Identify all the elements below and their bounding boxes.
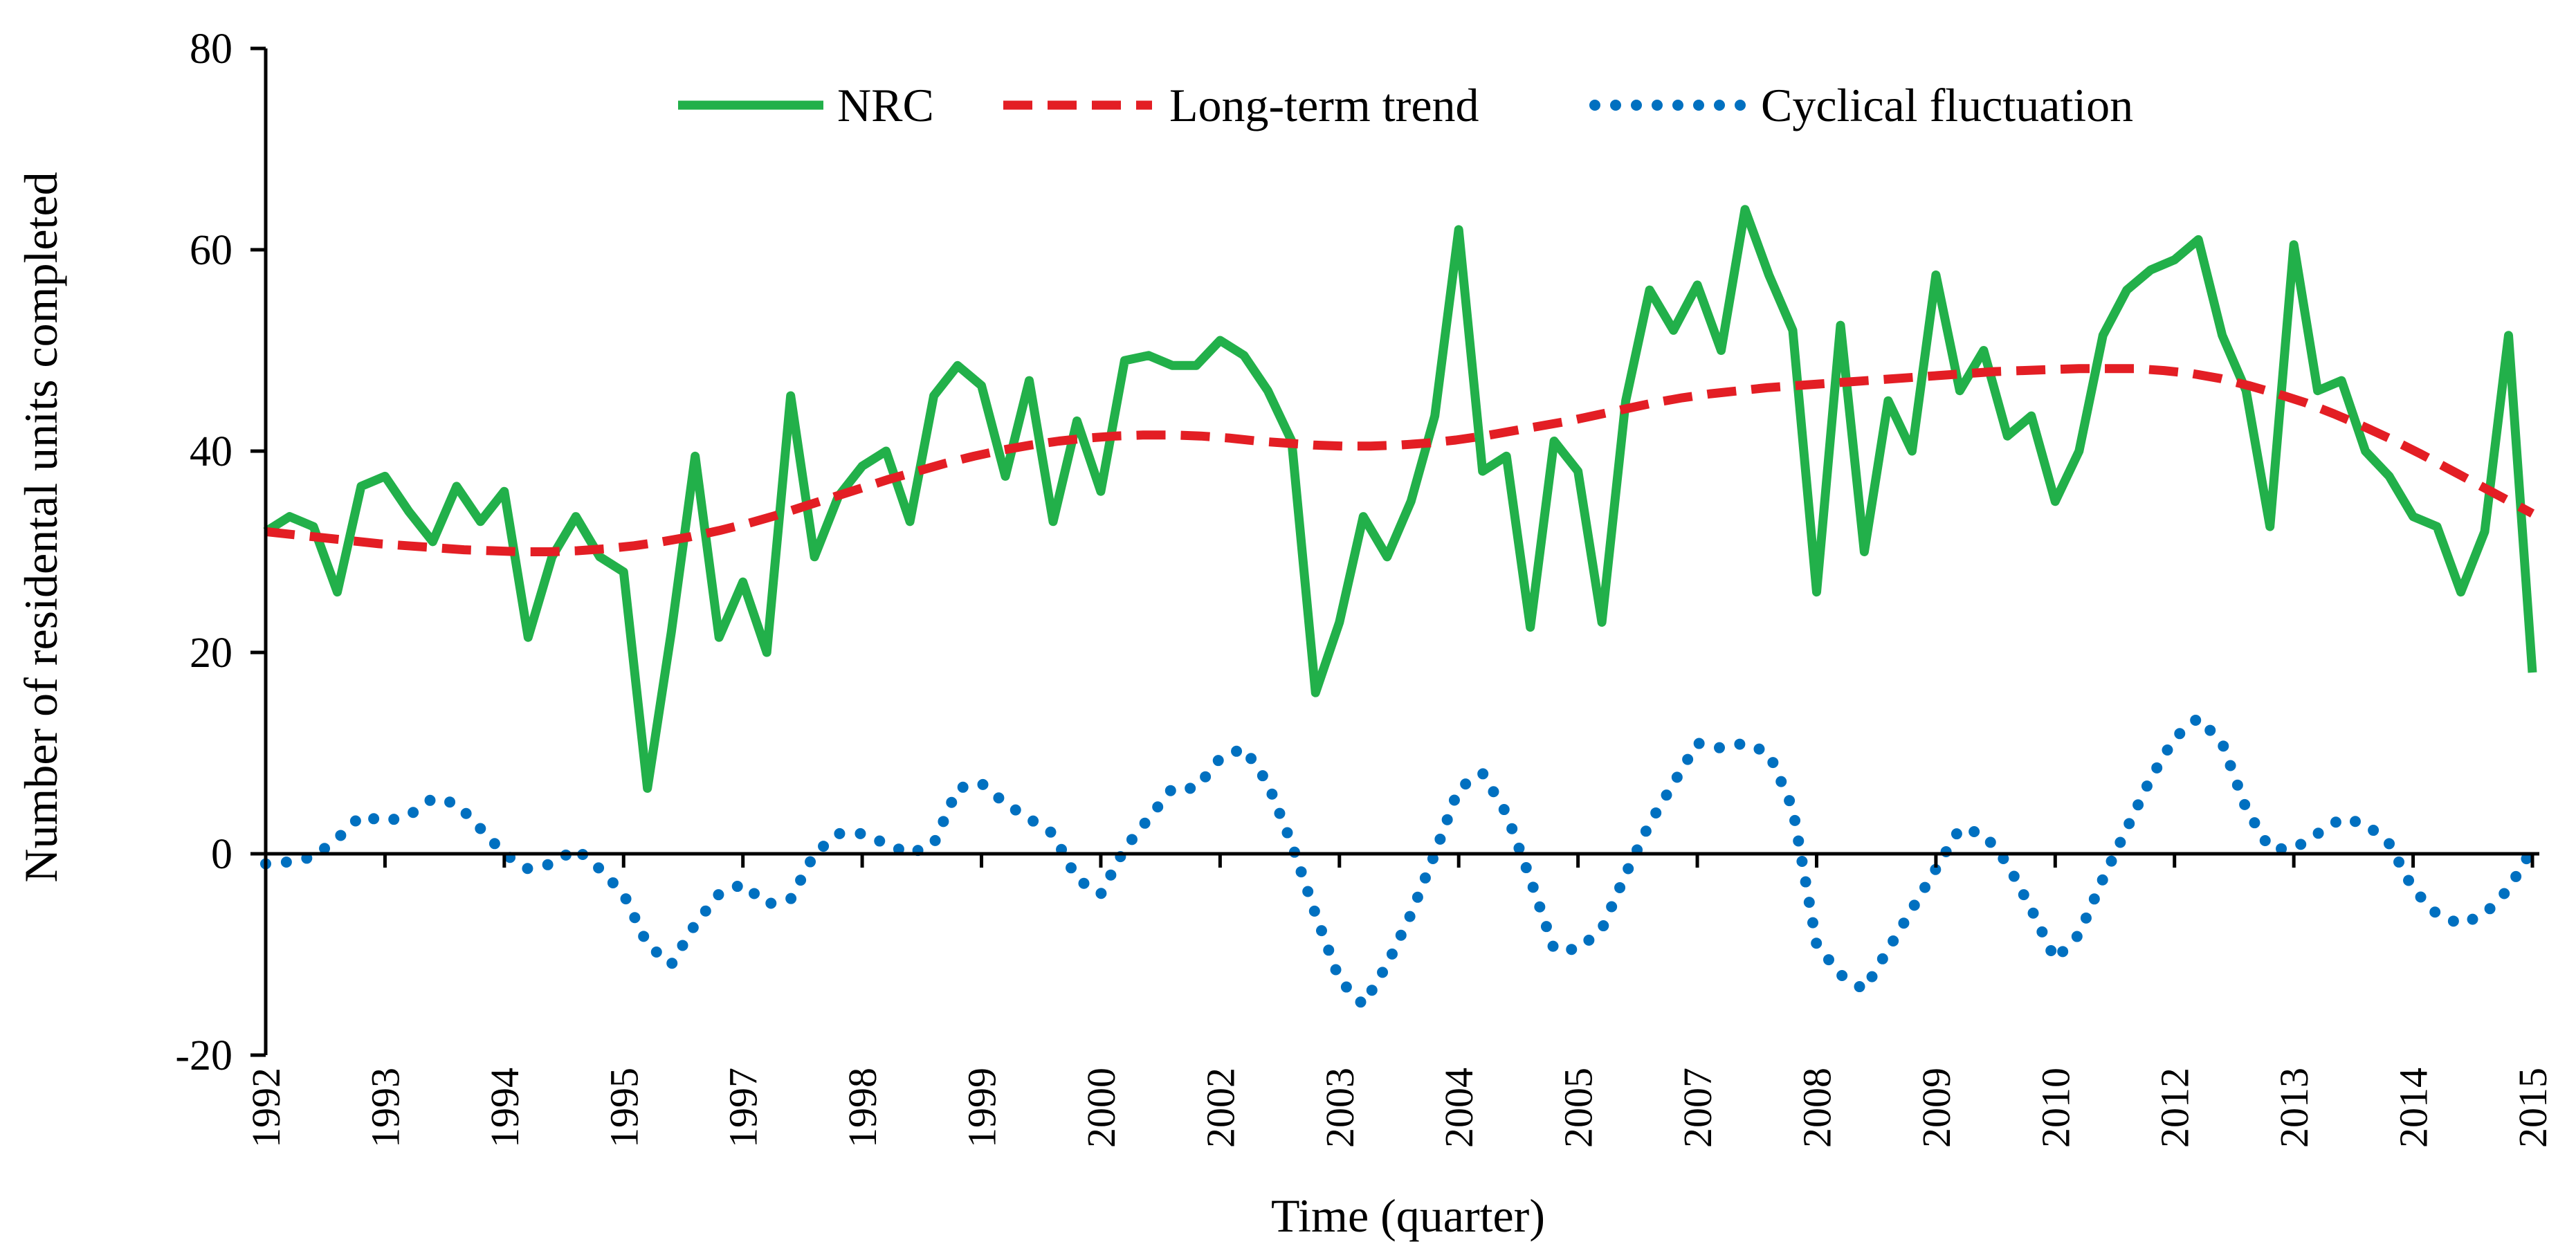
y-tick-label: 0 [211,831,232,878]
y-tick-label: 20 [190,630,232,677]
y-tick-label: 40 [190,428,232,475]
series-layer [260,205,2538,1011]
x-tick-label: 2005 [1556,1068,1601,1148]
y-tick-label: -20 [175,1032,232,1079]
legend-label: Long-term trend [1169,79,1479,131]
x-tick-label: 2004 [1436,1068,1481,1148]
y-axis-title: Number of residental units completed [15,172,67,882]
x-tick-label: 2014 [2391,1068,2436,1148]
series-line-cyclical-fluctuation [260,712,2538,1011]
x-tick-label: 2013 [2272,1068,2317,1148]
x-tick-label: 1992 [244,1068,289,1148]
legend-label: NRC [837,79,934,131]
x-tick-label: 1993 [363,1068,408,1148]
x-tick-label: 2009 [1914,1068,1959,1148]
x-tick-label: 2002 [1198,1068,1243,1148]
x-tick-label: 2012 [2153,1068,2198,1148]
y-tick-label: 80 [190,26,232,73]
x-tick-label: 1998 [840,1068,885,1148]
x-tick-label: 2010 [2033,1068,2078,1148]
x-tick-label: 1999 [960,1068,1005,1148]
x-tick-label: 2007 [1675,1068,1720,1148]
axes-layer: -20 0 20 40 60 80 1992 1993 1994 1995 1997 1998 1999… [175,26,2555,1148]
y-tick-label: 60 [190,227,232,274]
legend: NRC Long-term trend Cyclical fluctuation [678,79,2133,131]
x-tick-label: 1995 [601,1068,646,1148]
x-tick-label: 1994 [482,1068,527,1148]
x-tick-label: 2003 [1317,1068,1362,1148]
series-line-long-term-trend [265,364,2535,556]
x-tick-label: 2015 [2510,1068,2555,1148]
x-tick-label: 2000 [1079,1068,1124,1148]
series-line-nrc [263,205,2537,793]
x-tick-label: 1997 [721,1068,766,1148]
x-axis-title: Time (quarter) [1271,1189,1545,1242]
legend-label: Cyclical fluctuation [1761,79,2133,131]
x-tick-label: 2008 [1795,1068,1840,1148]
